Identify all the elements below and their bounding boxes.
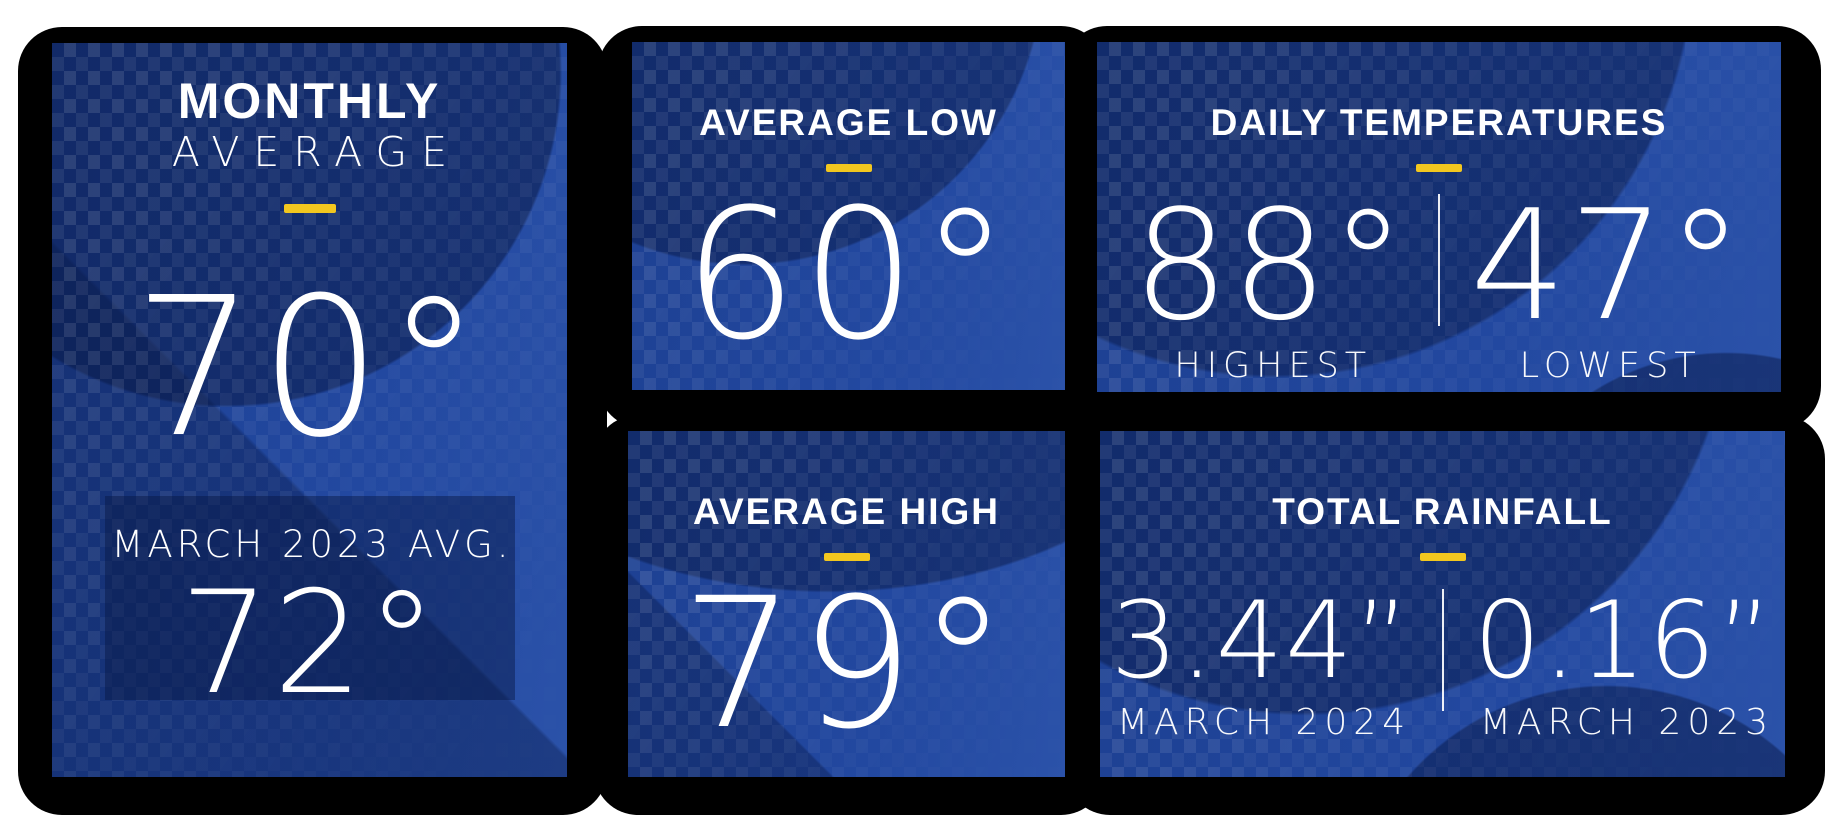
card-average-high-content: AVERAGE HIGH 79°: [628, 431, 1065, 777]
highest-label: HIGHEST: [1174, 346, 1373, 387]
march-2023-avg-box: MARCH 2023 AVG. 72°: [105, 496, 515, 715]
average-high-value: 79°: [680, 560, 1013, 769]
lowest-group: 47° LOWEST: [1470, 188, 1745, 384]
rainfall-2024-value: 3.44”: [1110, 579, 1412, 702]
rainfall-2023-value: 0.16”: [1473, 579, 1775, 702]
highest-value: 88°: [1132, 177, 1408, 354]
lowest-value: 47°: [1470, 177, 1746, 354]
total-rainfall-title: TOTAL RAINFALL: [1272, 491, 1613, 532]
rainfall-2024-group: 3.44” MARCH 2024: [1110, 579, 1412, 744]
accent-dash: [1419, 553, 1466, 561]
card-total-rainfall-content: TOTAL RAINFALL 3.44” MARCH 2024 0.16” MA…: [1100, 431, 1785, 777]
card-average-low: AVERAGE LOW 60°: [598, 26, 1105, 428]
march-2023-avg-value: 72°: [179, 561, 441, 726]
average-low-title: AVERAGE LOW: [699, 102, 998, 143]
vertical-divider: [1438, 194, 1440, 326]
accent-dash: [283, 204, 336, 214]
average-high-title: AVERAGE HIGH: [692, 491, 1000, 532]
daily-temperatures-title: DAILY TEMPERATURES: [1210, 102, 1668, 143]
lowest-label: LOWEST: [1519, 346, 1702, 387]
rainfall-2023-group: 0.16” MARCH 2023: [1473, 579, 1775, 744]
card-daily-temperatures: DAILY TEMPERATURES 88° HIGHEST 47° LOWES…: [1063, 26, 1821, 430]
monthly-title-line2: AVERAGE: [171, 128, 462, 176]
card-average-low-content: AVERAGE LOW 60°: [632, 42, 1065, 390]
accent-dash: [1416, 164, 1462, 172]
march-2023-avg-label: MARCH 2023 AVG.: [111, 523, 513, 566]
rainfall-2023-label: MARCH 2023: [1479, 702, 1775, 744]
accent-dash: [825, 164, 872, 172]
highest-group: 88° HIGHEST: [1133, 188, 1408, 384]
total-rainfall-values: 3.44” MARCH 2024 0.16” MARCH 2023: [1110, 579, 1775, 744]
card-average-high: AVERAGE HIGH 79°: [594, 415, 1105, 815]
card-monthly-average: MONTHLY AVERAGE 70° MARCH 2023 AVG. 72°: [18, 27, 607, 815]
card-monthly-content: MONTHLY AVERAGE 70° MARCH 2023 AVG. 72°: [52, 43, 567, 777]
accent-dash: [823, 553, 870, 561]
card-daily-temperatures-content: DAILY TEMPERATURES 88° HIGHEST 47° LOWES…: [1097, 42, 1781, 392]
monthly-average-value: 70°: [133, 257, 486, 481]
daily-temperatures-values: 88° HIGHEST 47° LOWEST: [1133, 188, 1746, 384]
vertical-divider: [1441, 589, 1444, 711]
rainfall-2024-label: MARCH 2024: [1116, 702, 1412, 744]
card-total-rainfall: TOTAL RAINFALL 3.44” MARCH 2024 0.16” MA…: [1066, 415, 1825, 815]
average-low-value: 60°: [682, 171, 1015, 380]
monthly-title-line1: MONTHLY: [177, 73, 442, 129]
